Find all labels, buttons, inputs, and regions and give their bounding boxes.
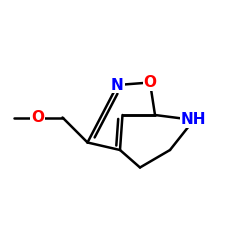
Text: O: O xyxy=(144,75,156,90)
Text: O: O xyxy=(31,110,44,125)
Text: N: N xyxy=(111,78,124,92)
Text: NH: NH xyxy=(181,112,206,128)
